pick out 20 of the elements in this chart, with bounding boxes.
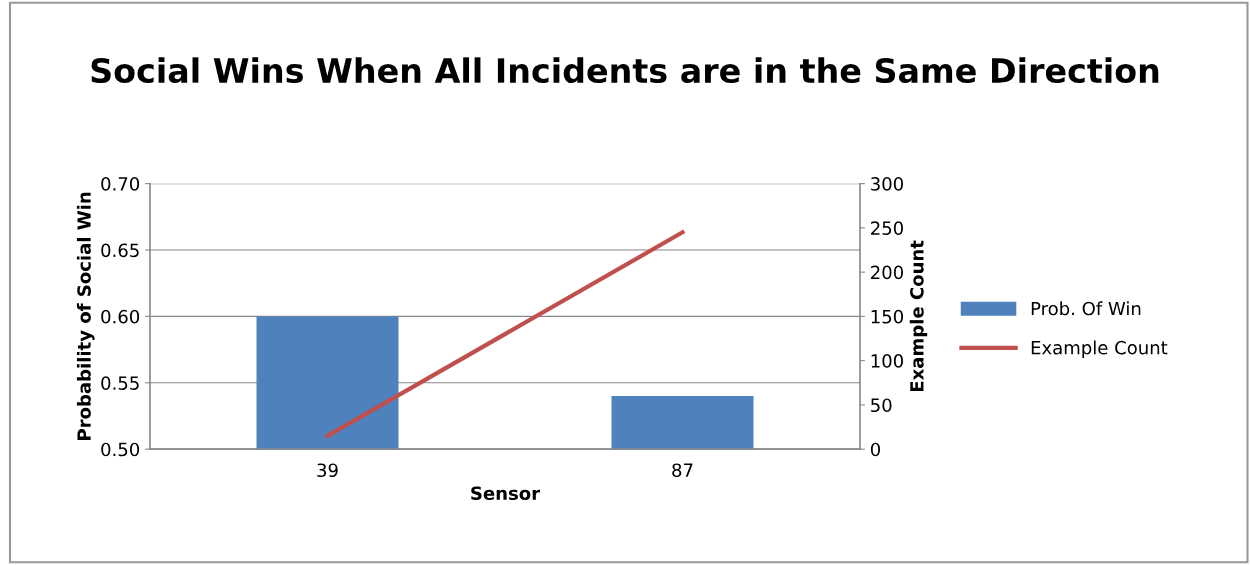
y-axis-title: Probability of Social Win — [76, 192, 95, 440]
y-tick-label: 0.65 — [101, 243, 139, 258]
legend-label: Prob. Of Win — [1031, 301, 1141, 316]
y2-tick-label: 300 — [871, 177, 903, 191]
x-tick-label: 87 — [672, 463, 693, 478]
y2-tick-label: 200 — [871, 265, 903, 280]
y-tick-label: 0.70 — [101, 177, 140, 191]
y2-tick-label: 100 — [871, 354, 903, 368]
y2-tick-label: 0 — [870, 442, 881, 457]
x-axis-title: Sensor — [471, 486, 541, 501]
y2-tick-label: 50 — [871, 398, 892, 413]
y2-tick-label: 150 — [871, 309, 903, 324]
y2-axis-title: Example Count — [909, 240, 928, 392]
y-tick-label: 0.50 — [101, 442, 140, 457]
legend-label: Example Count — [1031, 340, 1168, 358]
y-tick-label: 0.55 — [101, 376, 139, 390]
chart-title: Social Wins When All Incidents are in the Same Direction — [91, 57, 1159, 84]
y-tick-label: 0.60 — [101, 309, 140, 324]
x-tick-label: 39 — [317, 463, 338, 478]
y2-tick-label: 250 — [871, 221, 903, 235]
